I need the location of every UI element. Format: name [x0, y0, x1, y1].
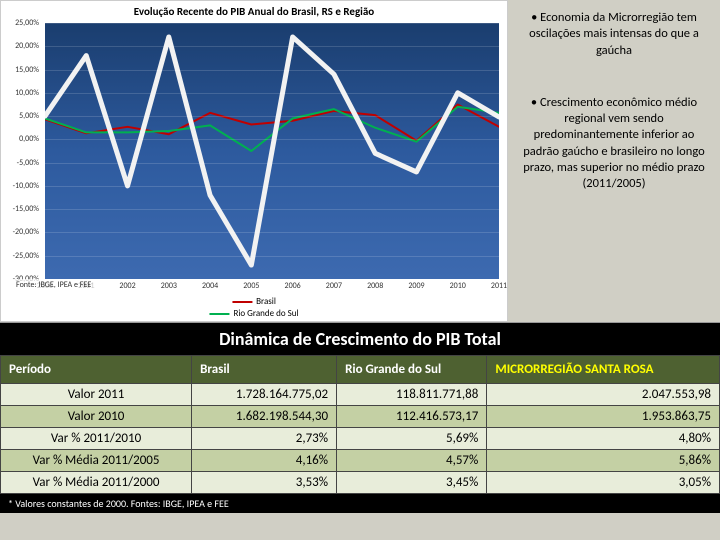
- chart-legend: BrasilRio Grande do Sul: [209, 296, 298, 319]
- x-tick: 2010: [450, 281, 466, 291]
- legend-item: Brasil: [209, 296, 298, 307]
- table-cell: Var % Média 2011/2000: [1, 472, 192, 494]
- table-body: Valor 20111.728.164.775,02118.811.771,88…: [1, 384, 720, 494]
- table-cell: 5,69%: [337, 428, 487, 450]
- gridline: [45, 46, 499, 47]
- gridline: [45, 186, 499, 187]
- y-tick: 20,00%: [15, 41, 39, 51]
- table-title: Dinâmica de Crescimento do PIB Total: [0, 322, 720, 355]
- chart-plot-area: [45, 23, 499, 279]
- table-cell: Valor 2010: [1, 406, 192, 428]
- y-axis: -30,00%-25,00%-20,00%-15,00%-10,00%-5,00…: [1, 23, 43, 279]
- table-cell: Valor 2011: [1, 384, 192, 406]
- table-row: Var % 2011/20102,73%5,69%4,80%: [1, 428, 720, 450]
- x-axis: 2000200120022003200420052006200720082009…: [45, 279, 499, 293]
- table-header: Rio Grande do Sul: [337, 356, 487, 384]
- table-cell: 2.047.553,98: [487, 384, 720, 406]
- gridline: [45, 232, 499, 233]
- gridline: [45, 163, 499, 164]
- x-tick: 2008: [367, 281, 383, 291]
- table-cell: 4,80%: [487, 428, 720, 450]
- y-tick: 5,00%: [19, 111, 39, 121]
- table-cell: 5,86%: [487, 450, 720, 472]
- y-tick: -15,00%: [13, 204, 39, 214]
- x-tick: 2007: [326, 281, 342, 291]
- x-tick: 2006: [285, 281, 301, 291]
- table-row: Valor 20111.728.164.775,02118.811.771,88…: [1, 384, 720, 406]
- bullet-2: • Crescimento econômico médio regional v…: [516, 95, 712, 193]
- x-tick: 2003: [161, 281, 177, 291]
- y-tick: -10,00%: [13, 181, 39, 191]
- y-tick: -20,00%: [13, 227, 39, 237]
- table-header: Período: [1, 356, 192, 384]
- table-header-row: PeríodoBrasilRio Grande do SulMICRORREGI…: [1, 356, 720, 384]
- bullet-1: • Economia da Microrregião tem oscilaçõe…: [516, 10, 712, 59]
- gdp-table-section: Dinâmica de Crescimento do PIB Total Per…: [0, 322, 720, 513]
- legend-label: Rio Grande do Sul: [233, 308, 298, 319]
- chart-lines: [45, 23, 499, 279]
- x-tick: 2009: [408, 281, 424, 291]
- gridline: [45, 70, 499, 71]
- y-tick: -25,00%: [13, 251, 39, 261]
- gridline: [45, 139, 499, 140]
- legend-item: Rio Grande do Sul: [209, 308, 298, 319]
- y-tick: -5,00%: [17, 158, 39, 168]
- table-cell: 2,73%: [192, 428, 337, 450]
- table-cell: 3,05%: [487, 472, 720, 494]
- bullets-panel: • Economia da Microrregião tem oscilaçõe…: [508, 0, 720, 322]
- table-row: Valor 20101.682.198.544,30112.416.573,17…: [1, 406, 720, 428]
- x-tick: 2004: [202, 281, 218, 291]
- y-tick: 0,00%: [19, 134, 39, 144]
- table-cell: 1.728.164.775,02: [192, 384, 337, 406]
- chart-source: Fonte: IBGE, IPEA e FEE: [13, 279, 94, 291]
- table-cell: 1.682.198.544,30: [192, 406, 337, 428]
- chart-title: Evolução Recente do PIB Anual do Brasil,…: [1, 1, 507, 22]
- table-footnote: * Valores constantes de 2000. Fontes: IB…: [0, 494, 720, 513]
- table-cell: 4,16%: [192, 450, 337, 472]
- gridline: [45, 23, 499, 24]
- x-tick: 2002: [119, 281, 135, 291]
- table-header: Brasil: [192, 356, 337, 384]
- table-row: Var % Média 2011/20003,53%3,45%3,05%: [1, 472, 720, 494]
- table-cell: 3,45%: [337, 472, 487, 494]
- y-tick: 10,00%: [15, 88, 39, 98]
- table-cell: Var % 2011/2010: [1, 428, 192, 450]
- gridline: [45, 209, 499, 210]
- legend-swatch: [209, 313, 229, 315]
- table-cell: 1.953.863,75: [487, 406, 720, 428]
- table-cell: 3,53%: [192, 472, 337, 494]
- table-cell: Var % Média 2011/2005: [1, 450, 192, 472]
- table-row: Var % Média 2011/20054,16%4,57%5,86%: [1, 450, 720, 472]
- y-tick: 15,00%: [15, 65, 39, 75]
- gridline: [45, 93, 499, 94]
- table-header: MICRORREGIÃO SANTA ROSA: [487, 356, 720, 384]
- table-cell: 112.416.573,17: [337, 406, 487, 428]
- x-tick: 2005: [243, 281, 259, 291]
- table-cell: 118.811.771,88: [337, 384, 487, 406]
- legend-swatch: [232, 301, 252, 303]
- series-line: [45, 37, 499, 265]
- gdp-table: PeríodoBrasilRio Grande do SulMICRORREGI…: [0, 355, 720, 494]
- gridline: [45, 256, 499, 257]
- table-cell: 4,57%: [337, 450, 487, 472]
- x-tick: 2011: [491, 281, 507, 291]
- legend-label: Brasil: [256, 296, 276, 307]
- y-tick: 25,00%: [15, 18, 39, 28]
- gridline: [45, 116, 499, 117]
- gdp-chart: Evolução Recente do PIB Anual do Brasil,…: [0, 0, 508, 322]
